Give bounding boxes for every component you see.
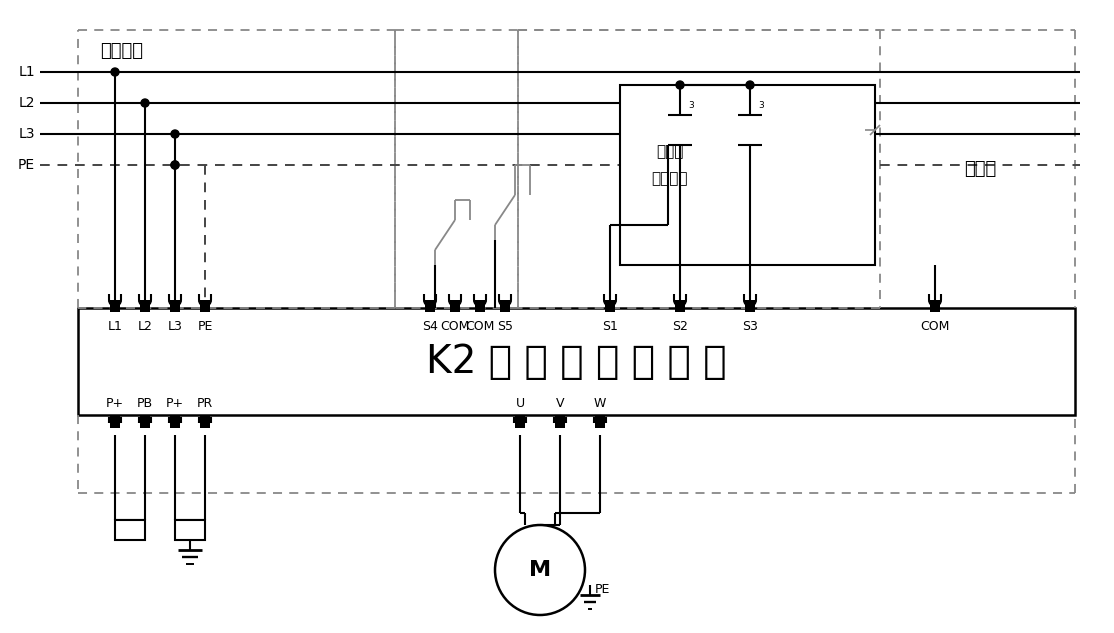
Bar	[170, 300, 180, 312]
Text: V: V	[556, 397, 565, 410]
Bar	[175, 520, 205, 540]
Text: PE: PE	[595, 583, 610, 596]
Bar	[426, 300, 434, 312]
Text: 可选配
无线控制: 可选配 无线控制	[652, 144, 688, 186]
Bar	[140, 300, 150, 312]
Bar	[201, 300, 211, 312]
Text: L2: L2	[19, 96, 35, 110]
Text: PB: PB	[137, 397, 153, 410]
Bar	[595, 416, 605, 428]
Bar	[115, 520, 145, 540]
Circle shape	[172, 161, 179, 169]
Text: L1: L1	[108, 320, 123, 333]
Text: PE: PE	[197, 320, 213, 333]
Text: 3: 3	[688, 101, 694, 110]
Bar	[620, 85, 874, 265]
Circle shape	[172, 161, 179, 169]
Text: M: M	[529, 560, 551, 580]
Text: L1: L1	[18, 65, 35, 79]
Text: 电源供应: 电源供应	[100, 42, 143, 60]
Text: K2 变 频 葫 芦 驱 动 器: K2 变 频 葫 芦 驱 动 器	[427, 342, 726, 380]
Bar	[475, 300, 485, 312]
Text: 手电门: 手电门	[964, 160, 996, 178]
Bar	[930, 300, 940, 312]
Bar	[110, 300, 120, 312]
Text: COM: COM	[920, 320, 950, 333]
Bar	[201, 416, 211, 428]
Bar	[170, 416, 180, 428]
Bar	[745, 300, 755, 312]
Text: L3: L3	[19, 127, 35, 141]
Circle shape	[495, 525, 585, 615]
Bar	[500, 300, 510, 312]
Text: COM: COM	[440, 320, 470, 333]
Text: 3: 3	[758, 101, 764, 110]
Circle shape	[746, 81, 754, 89]
Circle shape	[676, 81, 684, 89]
Bar	[675, 300, 685, 312]
Bar	[515, 416, 525, 428]
Bar	[605, 300, 615, 312]
Circle shape	[172, 130, 179, 138]
Text: S1: S1	[602, 320, 618, 333]
Text: S3: S3	[742, 320, 758, 333]
Text: U: U	[516, 397, 525, 410]
Circle shape	[111, 68, 119, 76]
Text: S5: S5	[497, 320, 514, 333]
Text: PR: PR	[197, 397, 213, 410]
Text: S2: S2	[672, 320, 688, 333]
Circle shape	[141, 99, 149, 107]
Bar	[110, 416, 120, 428]
Text: L3: L3	[167, 320, 183, 333]
Bar	[555, 416, 565, 428]
Text: S4: S4	[422, 320, 438, 333]
Bar	[78, 308, 1075, 415]
Text: L2: L2	[137, 320, 153, 333]
Text: PE: PE	[18, 158, 35, 172]
Text: P+: P+	[106, 397, 124, 410]
Text: COM: COM	[466, 320, 495, 333]
Text: P+: P+	[166, 397, 184, 410]
Text: W: W	[594, 397, 606, 410]
Bar	[140, 416, 150, 428]
Bar	[450, 300, 460, 312]
